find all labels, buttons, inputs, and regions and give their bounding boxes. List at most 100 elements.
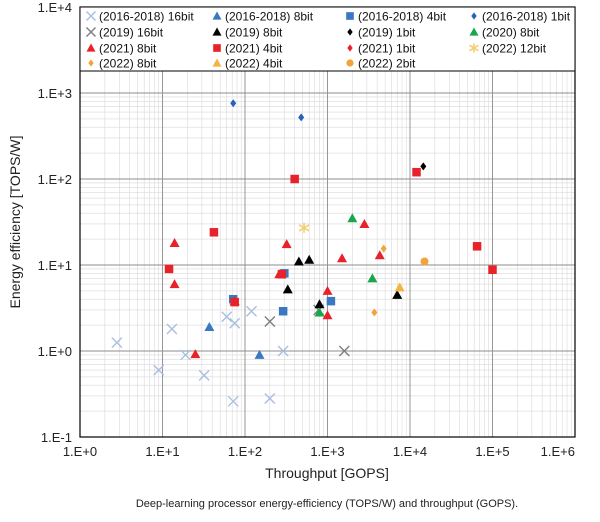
legend-label: (2021) 1bit bbox=[358, 42, 416, 56]
x-tick-label: 1.E+3 bbox=[310, 444, 344, 459]
data-point bbox=[322, 285, 333, 295]
x-axis-tick-labels: 1.E+0 1.E+1 1.E+2 1.E+3 1.E+4 1.E+5 1.E+6 bbox=[63, 444, 575, 459]
data-point bbox=[338, 345, 350, 357]
data-point bbox=[209, 228, 219, 237]
data-point bbox=[229, 317, 241, 329]
legend-marker bbox=[212, 27, 222, 36]
data-point bbox=[371, 308, 378, 317]
data-point bbox=[298, 222, 310, 233]
data-point bbox=[392, 289, 403, 299]
data-points bbox=[111, 64, 519, 407]
legend-label: (2022) 4bit bbox=[225, 57, 283, 71]
data-point bbox=[337, 253, 348, 263]
y-tick-label: 1.E+4 bbox=[38, 0, 72, 15]
x-tick-label: 1.E+4 bbox=[393, 444, 427, 459]
legend-marker bbox=[347, 44, 353, 52]
legend-label: (2021) 8bit bbox=[99, 42, 157, 56]
legend-marker bbox=[346, 12, 354, 20]
legend-label: (2019) 1bit bbox=[358, 26, 416, 40]
data-point bbox=[380, 244, 387, 253]
marker-stroke bbox=[153, 364, 165, 376]
data-point bbox=[326, 296, 336, 306]
marker-stroke bbox=[198, 369, 210, 381]
data-point bbox=[282, 284, 293, 294]
legend-marker bbox=[212, 58, 222, 67]
marker-stroke bbox=[221, 311, 233, 323]
legend-label: (2022) 2bit bbox=[358, 57, 416, 71]
data-point bbox=[264, 393, 276, 405]
data-point bbox=[278, 306, 288, 316]
marker-stroke bbox=[246, 305, 258, 317]
data-point bbox=[293, 256, 304, 266]
data-point bbox=[420, 162, 427, 171]
y-axis-tick-labels: 1.E-1 1.E+0 1.E+1 1.E+2 1.E+3 1.E+4 bbox=[38, 0, 72, 445]
legend-marker bbox=[86, 27, 96, 37]
data-point bbox=[488, 265, 497, 275]
data-point bbox=[298, 113, 305, 122]
data-point bbox=[221, 311, 233, 323]
data-point bbox=[198, 369, 210, 381]
legend-box bbox=[79, 6, 576, 72]
data-point bbox=[314, 307, 325, 317]
legend-label: (2016-2018) 8bit bbox=[225, 10, 314, 24]
marker-stroke bbox=[338, 345, 350, 357]
data-point bbox=[472, 242, 482, 251]
marker-stroke bbox=[229, 317, 241, 329]
data-point bbox=[277, 345, 289, 357]
data-point bbox=[227, 395, 239, 407]
data-point bbox=[281, 239, 292, 249]
y-tick-label: 1.E+3 bbox=[38, 86, 72, 101]
data-point bbox=[230, 99, 237, 108]
legend-marker bbox=[347, 28, 353, 36]
y-tick-label: 1.E+2 bbox=[38, 172, 72, 187]
legend-marker bbox=[86, 11, 96, 21]
data-point bbox=[230, 297, 239, 307]
x-tick-label: 1.E+2 bbox=[228, 444, 262, 459]
y-tick-label: 1.E-1 bbox=[41, 430, 72, 445]
legend-marker bbox=[471, 12, 477, 20]
legend-label: (2021) 4bit bbox=[225, 42, 283, 56]
data-point bbox=[169, 279, 180, 289]
y-axis-label: Energy efficiency [TOPS/W] bbox=[7, 136, 23, 309]
data-point bbox=[277, 270, 287, 279]
legend-label: (2020) 8bit bbox=[482, 26, 540, 40]
marker-stroke bbox=[111, 337, 123, 349]
legend-label: (2022) 12bit bbox=[482, 42, 547, 56]
x-tick-label: 1.E+0 bbox=[63, 444, 97, 459]
data-point bbox=[290, 174, 299, 184]
data-point bbox=[164, 264, 174, 274]
legend-marker bbox=[346, 59, 354, 67]
marker-stroke bbox=[277, 345, 289, 357]
marker-stroke bbox=[264, 316, 276, 328]
legend-label: (2016-2018) 16bit bbox=[99, 10, 194, 24]
figure-caption: Deep-learning processor energy-efficienc… bbox=[136, 498, 518, 510]
marker-stroke bbox=[180, 349, 191, 361]
data-point bbox=[264, 316, 276, 328]
legend-label: (2016-2018) 4bit bbox=[358, 10, 447, 24]
legend: (2016-2018) 16bit (2016-2018) 8bit (2016-2… bbox=[79, 6, 576, 72]
legend-label: (2019) 16bit bbox=[99, 26, 164, 40]
data-point bbox=[246, 305, 258, 317]
legend-marker bbox=[213, 44, 221, 52]
data-point bbox=[304, 254, 315, 264]
x-tick-label: 1.E+5 bbox=[475, 444, 509, 459]
x-tick-label: 1.E+1 bbox=[145, 444, 179, 459]
y-tick-label: 1.E+1 bbox=[38, 258, 72, 273]
legend-marker bbox=[88, 59, 94, 67]
data-point bbox=[166, 323, 178, 335]
legend-marker bbox=[469, 43, 479, 53]
data-point bbox=[347, 213, 358, 223]
data-point bbox=[412, 167, 421, 177]
data-point bbox=[322, 310, 333, 320]
data-point bbox=[314, 299, 325, 309]
data-point bbox=[367, 273, 378, 283]
marker-stroke bbox=[227, 395, 239, 407]
data-point bbox=[111, 337, 123, 349]
legend-marker bbox=[469, 27, 479, 36]
data-point bbox=[359, 218, 370, 228]
data-point bbox=[394, 282, 405, 292]
data-point bbox=[169, 238, 180, 248]
data-point bbox=[180, 349, 191, 361]
legend-marker bbox=[212, 11, 222, 20]
